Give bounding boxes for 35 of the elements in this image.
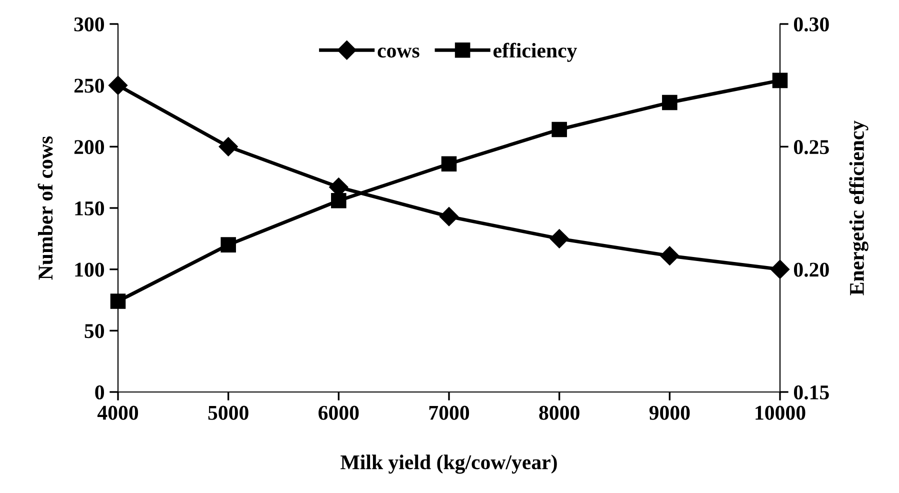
point xyxy=(108,76,128,95)
y2-tick-label: 0.30 xyxy=(794,17,829,32)
y2-axis-title: Energetic efficiency xyxy=(849,120,868,296)
y-axis-title: Number of cows xyxy=(38,136,53,280)
point xyxy=(331,193,346,208)
x-tick-label: 5000 xyxy=(208,406,248,420)
x-tick-label: 7000 xyxy=(429,406,470,420)
y-tick-label: 200 xyxy=(74,140,104,154)
x-tick-label: 6000 xyxy=(318,406,359,420)
point xyxy=(218,137,238,156)
point xyxy=(439,207,459,226)
point xyxy=(220,237,236,252)
y2-tick-label: 0.25 xyxy=(794,140,829,154)
y-tick-label: 150 xyxy=(75,201,104,216)
y-tick-label: 100 xyxy=(75,262,104,277)
y2-tick-label: 0.20 xyxy=(794,262,829,277)
point xyxy=(441,156,457,172)
point xyxy=(110,294,126,309)
point xyxy=(660,246,680,266)
point xyxy=(550,229,569,248)
point xyxy=(662,94,678,110)
x-tick-label: 8000 xyxy=(539,406,580,420)
y2-tick-label: 0.15 xyxy=(794,385,829,400)
x-tick-label: 10000 xyxy=(756,406,806,420)
y-tick-label: 50 xyxy=(84,324,104,338)
y-tick-label: 250 xyxy=(74,78,104,93)
x-axis-title: Milk yield (kg/cow/year) xyxy=(340,454,557,474)
y-tick-label: 0 xyxy=(95,385,104,400)
point xyxy=(772,72,788,88)
x-tick-label: 4000 xyxy=(97,406,138,420)
y-tick-label: 300 xyxy=(74,17,104,32)
legend-label: cows xyxy=(378,48,420,58)
point xyxy=(552,122,567,138)
legend-label: efficiency xyxy=(493,42,578,62)
x-tick-label: 9000 xyxy=(649,406,690,420)
